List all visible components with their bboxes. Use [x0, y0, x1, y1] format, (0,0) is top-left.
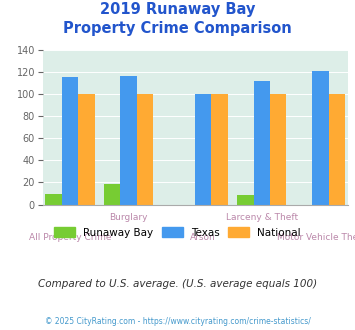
Bar: [329, 94, 345, 205]
Text: © 2025 CityRating.com - https://www.cityrating.com/crime-statistics/: © 2025 CityRating.com - https://www.city…: [45, 317, 310, 326]
Text: Arson: Arson: [190, 233, 216, 242]
Bar: [45, 193, 62, 205]
Text: Larceny & Theft: Larceny & Theft: [226, 213, 298, 222]
Text: 2019 Runaway Bay: 2019 Runaway Bay: [100, 2, 255, 16]
Bar: [253, 81, 270, 205]
Bar: [137, 94, 153, 205]
Bar: [78, 94, 95, 205]
Text: Compared to U.S. average. (U.S. average equals 100): Compared to U.S. average. (U.S. average …: [38, 279, 317, 289]
Text: Burglary: Burglary: [109, 213, 148, 222]
Text: Property Crime Comparison: Property Crime Comparison: [63, 21, 292, 36]
Text: All Property Crime: All Property Crime: [29, 233, 111, 242]
Bar: [270, 94, 286, 205]
Bar: [237, 195, 253, 205]
Bar: [62, 77, 78, 205]
Bar: [104, 183, 120, 205]
Text: Motor Vehicle Theft: Motor Vehicle Theft: [277, 233, 355, 242]
Bar: [195, 94, 211, 205]
Legend: Runaway Bay, Texas, National: Runaway Bay, Texas, National: [50, 223, 305, 242]
Bar: [312, 71, 329, 205]
Bar: [120, 76, 137, 205]
Bar: [211, 94, 228, 205]
